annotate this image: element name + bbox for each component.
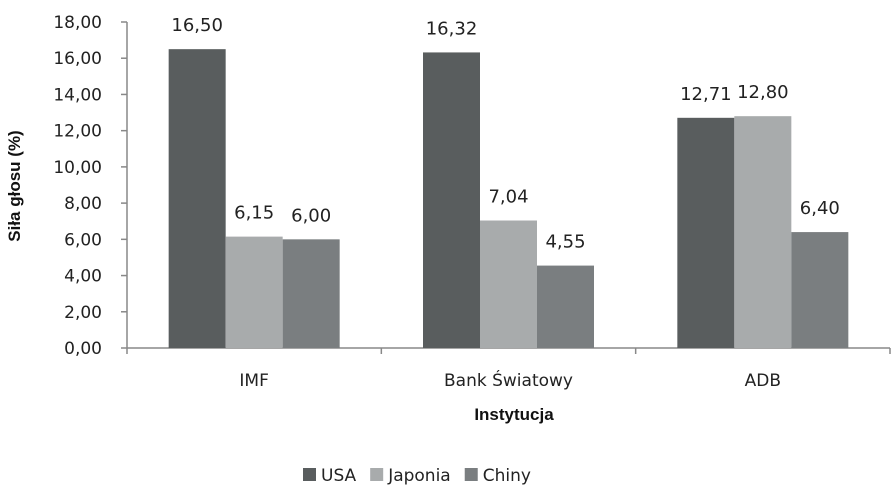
legend-label: Chiny	[483, 466, 531, 486]
bar-usa	[168, 49, 226, 349]
bar-japonia	[734, 116, 792, 348]
x-axis-title: Instytucja	[474, 405, 554, 424]
x-tick-label: IMF	[239, 371, 268, 391]
y-axis: 0,00 2,00 4,00 6,00 8,00 10,00 12,00 14,00 16,00…	[53, 13, 128, 359]
legend-swatch	[303, 468, 316, 481]
data-label: 6,40	[800, 198, 840, 219]
data-label: 16,32	[426, 18, 478, 39]
x-axis: IMF Bank Światowy ADB	[126, 347, 891, 391]
x-tick-label: ADB	[745, 371, 781, 391]
data-label: 12,71	[680, 84, 732, 105]
bar-chiny	[282, 239, 340, 348]
legend-swatch	[370, 468, 384, 481]
legend-label: Japonia	[387, 466, 451, 486]
bar-chiny	[791, 232, 849, 348]
y-tick-label: 0,00	[64, 339, 102, 359]
legend-swatch	[464, 468, 478, 481]
data-labels: 16,50 6,15 6,00 16,32 7,04 4,55 12,71 12,80 6,40	[171, 15, 839, 252]
y-tick-label: 2,00	[64, 303, 102, 323]
y-tick-label: 10,00	[53, 158, 102, 178]
bar-usa	[677, 117, 735, 349]
y-tick-label: 18,00	[53, 13, 102, 33]
y-tick-label: 6,00	[64, 230, 102, 250]
bar-japonia	[480, 220, 537, 348]
y-tick-label: 12,00	[53, 122, 102, 142]
y-tick-label: 14,00	[53, 85, 102, 105]
bar-chiny	[537, 265, 594, 348]
y-axis-title: Siła głosu (%)	[5, 130, 24, 241]
data-label: 6,15	[234, 203, 274, 224]
data-label: 6,00	[291, 205, 331, 226]
data-label: 4,55	[545, 232, 585, 253]
data-label: 7,04	[488, 186, 528, 207]
bars	[168, 49, 849, 349]
legend-label: USA	[321, 466, 357, 486]
x-tick-label: Bank Światowy	[444, 369, 573, 391]
data-label: 12,80	[737, 82, 789, 103]
data-label: 16,50	[171, 15, 223, 36]
y-tick-label: 16,00	[53, 49, 102, 69]
bar-japonia	[225, 236, 283, 348]
legend: USA Japonia Chiny	[303, 466, 531, 486]
y-tick-label: 4,00	[64, 267, 102, 287]
y-tick-label: 8,00	[64, 194, 102, 214]
bar-usa	[423, 52, 480, 348]
